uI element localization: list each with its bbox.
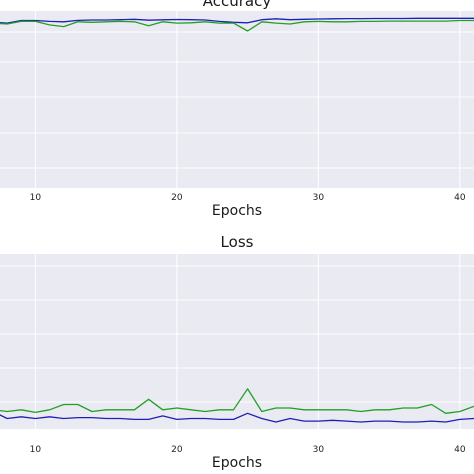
accuracy-x-tick-label: 30 (313, 193, 325, 203)
loss-x-tick-label: 20 (171, 445, 183, 455)
loss-chart-title: Loss (220, 233, 254, 251)
loss-x-tick-label: 30 (313, 445, 325, 455)
loss-x-tick-label: 40 (454, 445, 466, 455)
loss-x-axis-label: Epochs (211, 455, 263, 471)
loss-plot-area (0, 254, 474, 429)
loss-series-line-1 (0, 412, 474, 423)
accuracy-x-axis-label: Epochs (211, 203, 263, 219)
accuracy-x-tick-label: 20 (171, 193, 183, 203)
accuracy-plot: 10 20 30 40 (0, 11, 474, 203)
loss-plot: 10 20 30 40 (0, 254, 474, 455)
loss-x-tick-label: 10 (30, 445, 42, 455)
accuracy-plot-area (0, 11, 474, 188)
accuracy-chart-title: Accuracy (202, 0, 272, 10)
accuracy-series-line-1 (0, 17, 474, 24)
accuracy-x-tick-label: 40 (454, 193, 466, 203)
loss-series-line-2 (0, 388, 474, 414)
accuracy-x-tick-label: 10 (30, 193, 42, 203)
accuracy-series-line-2 (0, 19, 474, 32)
